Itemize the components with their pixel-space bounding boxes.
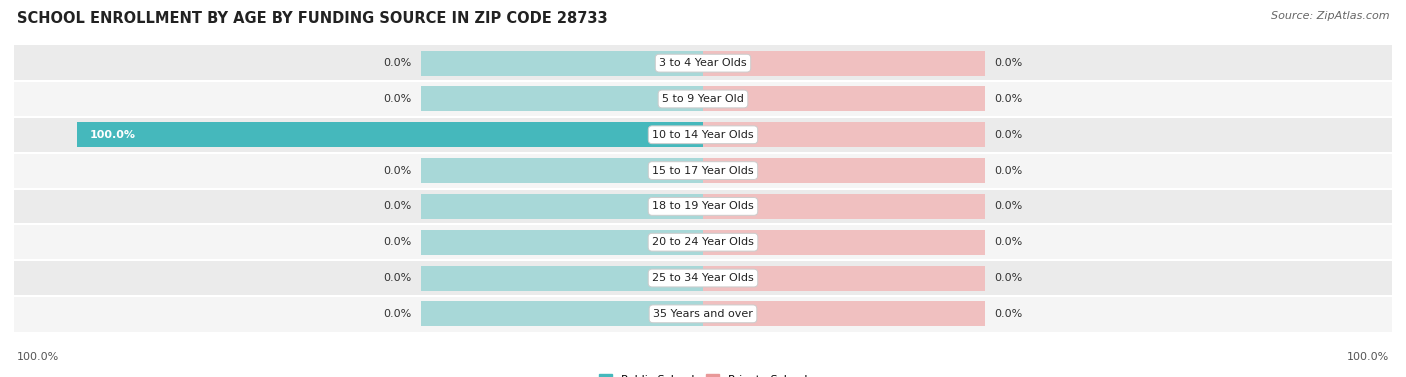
Bar xyxy=(703,122,984,147)
Text: 100.0%: 100.0% xyxy=(17,352,59,362)
Text: Source: ZipAtlas.com: Source: ZipAtlas.com xyxy=(1271,11,1389,21)
Bar xyxy=(703,51,984,76)
Text: 3 to 4 Year Olds: 3 to 4 Year Olds xyxy=(659,58,747,68)
Bar xyxy=(703,265,984,291)
Text: SCHOOL ENROLLMENT BY AGE BY FUNDING SOURCE IN ZIP CODE 28733: SCHOOL ENROLLMENT BY AGE BY FUNDING SOUR… xyxy=(17,11,607,26)
Bar xyxy=(14,188,1392,224)
Bar xyxy=(14,260,1392,296)
Bar xyxy=(703,301,984,326)
Bar xyxy=(703,230,984,255)
Bar xyxy=(422,51,703,76)
Text: 18 to 19 Year Olds: 18 to 19 Year Olds xyxy=(652,201,754,211)
Text: 0.0%: 0.0% xyxy=(994,94,1022,104)
Legend: Public School, Private School: Public School, Private School xyxy=(595,369,811,377)
Text: 0.0%: 0.0% xyxy=(384,94,412,104)
Bar xyxy=(14,296,1392,332)
Bar xyxy=(14,117,1392,153)
Text: 0.0%: 0.0% xyxy=(384,237,412,247)
Text: 0.0%: 0.0% xyxy=(994,201,1022,211)
Bar xyxy=(422,86,703,112)
Text: 100.0%: 100.0% xyxy=(1347,352,1389,362)
Bar xyxy=(14,81,1392,117)
Text: 0.0%: 0.0% xyxy=(384,58,412,68)
Bar xyxy=(422,158,703,183)
Text: 5 to 9 Year Old: 5 to 9 Year Old xyxy=(662,94,744,104)
Text: 0.0%: 0.0% xyxy=(994,130,1022,140)
Bar xyxy=(14,153,1392,188)
Text: 0.0%: 0.0% xyxy=(384,309,412,319)
Text: 0.0%: 0.0% xyxy=(384,273,412,283)
Bar xyxy=(703,158,984,183)
Text: 0.0%: 0.0% xyxy=(384,201,412,211)
Bar xyxy=(77,122,703,147)
Text: 0.0%: 0.0% xyxy=(994,58,1022,68)
Text: 0.0%: 0.0% xyxy=(994,273,1022,283)
Text: 35 Years and over: 35 Years and over xyxy=(652,309,754,319)
Bar xyxy=(422,230,703,255)
Text: 100.0%: 100.0% xyxy=(89,130,135,140)
Text: 25 to 34 Year Olds: 25 to 34 Year Olds xyxy=(652,273,754,283)
Bar xyxy=(422,301,703,326)
Text: 0.0%: 0.0% xyxy=(384,166,412,176)
Bar xyxy=(703,194,984,219)
Bar xyxy=(422,122,703,147)
Bar xyxy=(703,86,984,112)
Text: 10 to 14 Year Olds: 10 to 14 Year Olds xyxy=(652,130,754,140)
Bar xyxy=(422,194,703,219)
Text: 15 to 17 Year Olds: 15 to 17 Year Olds xyxy=(652,166,754,176)
Text: 0.0%: 0.0% xyxy=(994,237,1022,247)
Bar xyxy=(14,45,1392,81)
Text: 0.0%: 0.0% xyxy=(994,166,1022,176)
Bar xyxy=(14,224,1392,260)
Text: 0.0%: 0.0% xyxy=(994,309,1022,319)
Bar xyxy=(422,265,703,291)
Text: 20 to 24 Year Olds: 20 to 24 Year Olds xyxy=(652,237,754,247)
